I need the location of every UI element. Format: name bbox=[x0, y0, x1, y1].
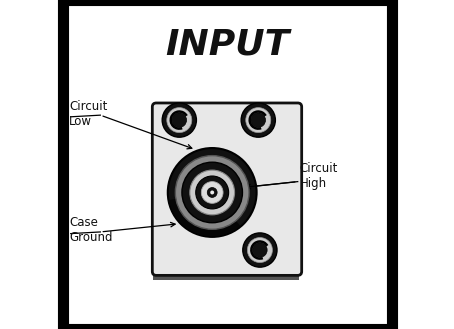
Circle shape bbox=[251, 113, 266, 127]
Circle shape bbox=[175, 156, 249, 229]
Circle shape bbox=[243, 233, 277, 267]
Circle shape bbox=[198, 215, 211, 228]
Circle shape bbox=[246, 108, 271, 133]
Circle shape bbox=[207, 188, 217, 197]
Circle shape bbox=[241, 103, 276, 137]
Circle shape bbox=[247, 238, 272, 263]
FancyBboxPatch shape bbox=[153, 272, 299, 280]
Circle shape bbox=[253, 243, 267, 257]
Text: Case
Ground: Case Ground bbox=[69, 216, 113, 244]
Circle shape bbox=[162, 103, 197, 137]
Wedge shape bbox=[169, 192, 240, 236]
Circle shape bbox=[188, 200, 199, 212]
Circle shape bbox=[210, 190, 214, 194]
Circle shape bbox=[167, 108, 192, 133]
Text: Circuit
High: Circuit High bbox=[299, 162, 338, 190]
Text: INPUT: INPUT bbox=[165, 27, 289, 62]
FancyBboxPatch shape bbox=[153, 103, 302, 275]
Circle shape bbox=[196, 176, 229, 209]
Circle shape bbox=[168, 148, 257, 237]
FancyBboxPatch shape bbox=[295, 105, 302, 275]
Circle shape bbox=[201, 182, 223, 203]
Circle shape bbox=[189, 206, 205, 222]
Circle shape bbox=[172, 113, 187, 127]
Text: Circuit
Low: Circuit Low bbox=[69, 99, 108, 128]
Circle shape bbox=[190, 170, 235, 215]
Circle shape bbox=[182, 162, 242, 223]
